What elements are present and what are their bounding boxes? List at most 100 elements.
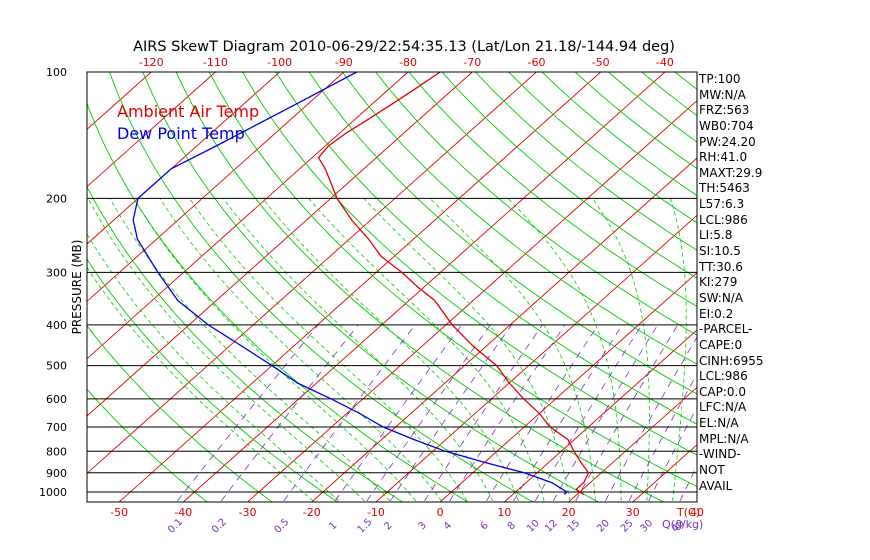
mixing-ratio-tick-label: 10 — [525, 518, 542, 535]
mixing-ratio-tick-label: 1 — [327, 520, 339, 532]
mixing-ratio-tick-label: 12 — [543, 518, 560, 535]
top-temp-tick-label: -120 — [139, 56, 164, 69]
mixing-ratio-line — [575, 324, 679, 502]
mixing-ratio-tick-label: 8 — [506, 520, 518, 532]
sounding-index-item: PW:24.20 — [699, 134, 756, 149]
isotherm-line — [87, 72, 473, 417]
bottom-temp-tick-label: 40 — [690, 506, 704, 519]
bottom-temp-tick-label: 30 — [626, 506, 640, 519]
mixing-ratio-line — [449, 324, 566, 502]
series-layer — [132, 72, 590, 495]
chart-title: AIRS SkewT Diagram 2010-06-29/22:54:35.1… — [133, 39, 675, 55]
x-axis-label-temperature: T(C) — [676, 506, 700, 519]
x-axis-label-mixing-ratio: Q(g/kg) — [662, 518, 703, 531]
isotherm-line — [87, 72, 537, 474]
series-line-ambient-air-temp — [317, 72, 590, 495]
top-temp-tick-label: -100 — [267, 56, 292, 69]
mixing-ratio-tick-label: 0.5 — [273, 517, 292, 536]
legend: Ambient Air Temp Dew Point Temp — [117, 102, 259, 143]
mixing-ratio-tick-label: 25 — [619, 518, 636, 535]
moist-adiabat-line — [592, 198, 650, 501]
dry-adiabat-line — [342, 72, 697, 365]
mixing-ratio-tick-label: 6 — [479, 520, 491, 532]
pressure-axis: 100 200 300 400 500 600 700 800 900 1000 — [39, 66, 67, 499]
pressure-tick-label: 900 — [46, 467, 67, 480]
bottom-temperature-axis: -50 -40 -30 -20 -10 0 10 20 30 40 — [110, 506, 704, 519]
top-temp-tick-label: -90 — [335, 56, 353, 69]
sounding-index-item: LCL:986 — [699, 212, 748, 227]
sounding-index-item: FRZ:563 — [699, 103, 750, 118]
dry-adiabat-line — [175, 72, 665, 502]
moist-adiabat-line — [507, 198, 622, 501]
sounding-index-item: SW:N/A — [699, 290, 744, 305]
bottom-temp-tick-label: 0 — [437, 506, 444, 519]
mixing-ratio-tick-label: 20 — [595, 518, 612, 535]
mixing-ratio-line — [534, 324, 642, 502]
dry-adiabat-line — [441, 72, 697, 279]
mixing-ratio-line — [389, 324, 512, 502]
mixing-ratio-tick-label: 15 — [566, 518, 583, 535]
sounding-index-item: MAXT:29.9 — [699, 165, 763, 180]
isotherm-line — [504, 329, 697, 502]
moist-adiabat-line — [189, 198, 468, 502]
dry-adiabat-line — [841, 72, 870, 503]
top-temp-tick-label: -80 — [399, 56, 417, 69]
mixing-ratio-tick-label: 30 — [638, 518, 655, 535]
sounding-index-item: LCL:986 — [699, 369, 748, 384]
sounding-index-item: SI:10.5 — [699, 244, 741, 259]
isotherm-line — [87, 72, 345, 302]
isotherm-line — [439, 272, 697, 502]
dry-adiabat-line — [475, 72, 697, 251]
moist-adiabat-line — [262, 198, 519, 502]
dry-adiabat-line — [275, 72, 697, 425]
sounding-index-item: WB0:704 — [699, 118, 754, 133]
sounding-index-item: NOT — [699, 463, 725, 478]
bottom-temp-tick-label: -40 — [174, 506, 192, 519]
legend-entry: Dew Point Temp — [117, 124, 245, 143]
pressure-tick-label: 800 — [46, 445, 67, 458]
sounding-index-item: RH:41.0 — [699, 150, 748, 165]
top-temperature-axis: -120 -110 -100 -90 -80 -70 -60 -50 -40 — [139, 56, 674, 69]
bottom-temp-tick-label: -20 — [303, 506, 321, 519]
sounding-index-item: LI:5.8 — [699, 228, 733, 243]
series-line-dew-point-temp — [132, 72, 568, 495]
sounding-index-item: MPL:N/A — [699, 431, 749, 446]
bottom-temp-tick-label: -10 — [367, 506, 385, 519]
dry-adiabat-line — [242, 72, 697, 456]
mixing-ratio-line — [177, 324, 319, 502]
dry-adiabat-line — [775, 72, 870, 503]
mixing-ratio-line — [366, 324, 491, 502]
moist-adiabat-line — [87, 233, 339, 502]
top-temp-tick-label: -70 — [463, 56, 481, 69]
mixing-ratio-line — [513, 324, 623, 502]
moist-adiabat-line — [669, 198, 687, 501]
mixing-ratio-tick-label: 0.2 — [210, 517, 229, 536]
mixing-ratio-line — [424, 324, 543, 502]
moist-adiabat-line — [87, 198, 365, 502]
bottom-temp-tick-label: -50 — [110, 506, 128, 519]
moist-adiabat-line — [133, 198, 417, 502]
mixing-ratio-line — [220, 324, 359, 502]
top-temp-tick-label: -40 — [656, 56, 674, 69]
isobar-grid — [87, 197, 697, 493]
dry-adiabat-line — [308, 72, 697, 395]
moist-adiabat-line — [159, 198, 442, 502]
pressure-tick-label: 200 — [46, 192, 67, 205]
isotherm-line — [183, 72, 666, 502]
bottom-temp-tick-label: 10 — [497, 506, 511, 519]
sounding-index-item: L57:6.3 — [699, 197, 745, 212]
sounding-index-item: -WIND- — [699, 447, 741, 462]
mixing-ratio-tick-label: 2 — [382, 520, 394, 532]
mixing-ratio-tick-label: 0.1 — [166, 517, 185, 536]
bottom-temp-tick-label: 20 — [562, 506, 576, 519]
mixing-ratio-tick-label: 4 — [442, 520, 454, 532]
mixing-ratio-grid — [177, 324, 697, 502]
moist-adiabat-line — [363, 198, 571, 501]
sounding-index-item: CAP:0.0 — [699, 384, 746, 399]
isotherm-line — [118, 72, 601, 502]
pressure-tick-label: 300 — [46, 266, 67, 279]
sounding-index-item: TH:5463 — [699, 181, 750, 196]
dry-adiabat-line — [375, 72, 697, 336]
mixing-ratio-line — [605, 336, 697, 502]
isotherm-line — [568, 386, 697, 502]
